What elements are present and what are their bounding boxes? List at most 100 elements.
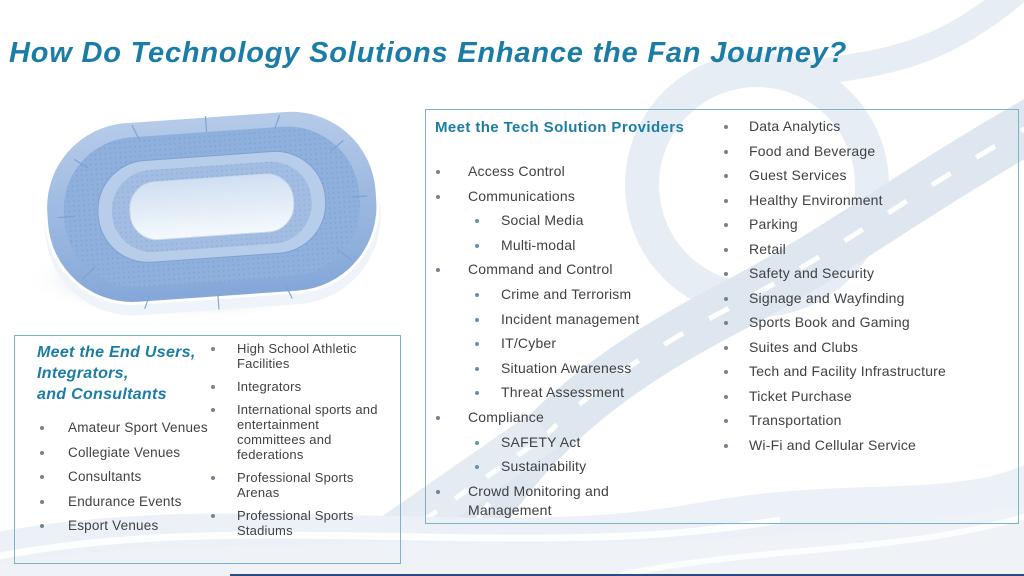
tech-providers-list: Access Control Communications Social Media… [426,162,712,520]
list-item-label: Professional Sports Stadiums [237,508,354,538]
list-item-label: SAFETY Act [501,433,581,450]
bullet-icon [211,385,215,389]
bullet-icon [724,174,728,178]
list-item-label: Retail [749,240,786,257]
bullet-icon [211,408,215,412]
list-item-label: Suites and Clubs [749,338,859,355]
bullet-icon [475,342,479,347]
list-item: Sports Book and Gaming [724,313,1016,338]
list-item-label: Tech and Facility Infrastructure [749,363,947,379]
list-item: Threat Assessment [426,383,712,408]
end-users-heading-line2: Integrators, [37,365,129,382]
list-item-label: Esport Venues [68,518,159,533]
bullet-icon [40,524,44,528]
list-item-label: Data Analytics [749,118,841,134]
list-item-label: Integrators [237,379,302,394]
list-item: Situation Awareness [426,359,712,384]
bullet-icon [475,465,479,470]
list-item-label: IT/Cyber [501,335,557,352]
list-item-label: Crime and Terrorism [501,285,632,302]
list-item-label: Transportation [749,412,842,428]
list-item-label: Endurance Events [68,493,182,509]
list-item: Sustainability [426,457,712,482]
list-item: Safety and Security [724,264,1016,289]
list-item-label: Guest Services [749,167,847,183]
list-item-label: Communications [468,187,576,204]
bullet-icon [475,391,479,396]
end-users-list-col1: Amateur Sport Venues Collegiate Venues Con… [26,418,216,541]
list-item-label: Access Control [468,163,565,179]
bottom-accent-bar [230,574,1024,576]
bullet-icon [475,243,479,248]
list-item: Ticket Purchase [724,387,1016,412]
list-item-label: Food and Beverage [749,142,876,159]
bullet-icon [724,345,728,350]
list-item: International sports and entertainment c… [211,402,393,462]
list-item: Signage and Wayfinding [724,289,1016,314]
bullet-icon [436,415,440,420]
bullet-icon [436,170,440,174]
bullet-icon [436,268,440,273]
end-users-box: Meet the End Users, Integrators, and Con… [14,335,401,564]
list-item: Collegiate Venues [26,443,216,468]
bullet-icon [475,440,479,445]
list-item-label: Command and Control [468,261,613,278]
bullet-icon [40,426,44,430]
bullet-icon [436,489,440,494]
tech-providers-list-right: Data Analytics Food and Beverage Guest Ser… [724,117,1016,460]
list-item-label: Consultants [68,469,142,484]
list-item-label: Professional Sports Arenas [237,470,354,500]
list-item: Communications [426,187,712,212]
list-item: Retail [724,240,1016,265]
end-users-heading-line3: and Consultants [37,386,167,403]
list-item: Compliance [426,408,712,433]
list-item-label: Healthy Environment [749,191,883,208]
list-item-label: Safety and Security [749,265,875,281]
list-item: Esport Venues [26,516,216,541]
bullet-icon [211,476,215,480]
bullet-icon [211,347,215,351]
bullet-icon [475,292,479,297]
end-users-heading: Meet the End Users, Integrators, and Con… [37,342,196,405]
list-item: Data Analytics [724,117,1016,142]
list-item-label: International sports and entertainment c… [237,402,378,462]
list-item-label: Collegiate Venues [68,444,181,460]
list-item-label: Social Media [501,212,584,229]
list-item: Food and Beverage [724,142,1016,167]
bullet-icon [724,272,728,276]
list-item-label: Compliance [468,408,544,425]
list-item-label: Multi-modal [501,236,576,253]
list-item-label: High School Athletic Facilities [237,341,357,371]
list-item: Parking [724,215,1016,240]
list-item: Guest Services [724,166,1016,191]
list-item: Command and Control [426,260,712,285]
bullet-icon [475,317,479,322]
list-item: Transportation [724,411,1016,436]
bullet-icon [724,223,728,227]
stadium-illustration [25,108,381,320]
list-item: Wi-Fi and Cellular Service [724,436,1016,461]
bullet-icon [724,321,728,325]
list-item-label: Signage and Wayfinding [749,289,905,306]
bullet-icon [211,514,215,518]
list-item-label: Sports Book and Gaming [749,314,910,330]
list-item: Consultants [26,467,216,492]
list-item: Amateur Sport Venues [26,418,216,443]
bullet-icon [40,475,44,479]
list-item-label: Crowd Monitoring and Management [468,482,609,518]
list-item-label: Situation Awareness [501,359,632,376]
list-item: Incident management [426,310,712,335]
list-item-label: Wi-Fi and Cellular Service [749,436,917,453]
list-item: Integrators [211,379,393,394]
end-users-heading-line1: Meet the End Users, [37,344,196,361]
bullet-icon [724,149,728,154]
list-item: High School Athletic Facilities [211,341,393,371]
list-item: Social Media [426,211,712,236]
list-item: SAFETY Act [426,433,712,458]
bullet-icon [475,366,479,371]
list-item: Professional Sports Arenas [211,470,393,500]
list-item: Multi-modal [426,236,712,261]
bullet-icon [724,443,728,448]
